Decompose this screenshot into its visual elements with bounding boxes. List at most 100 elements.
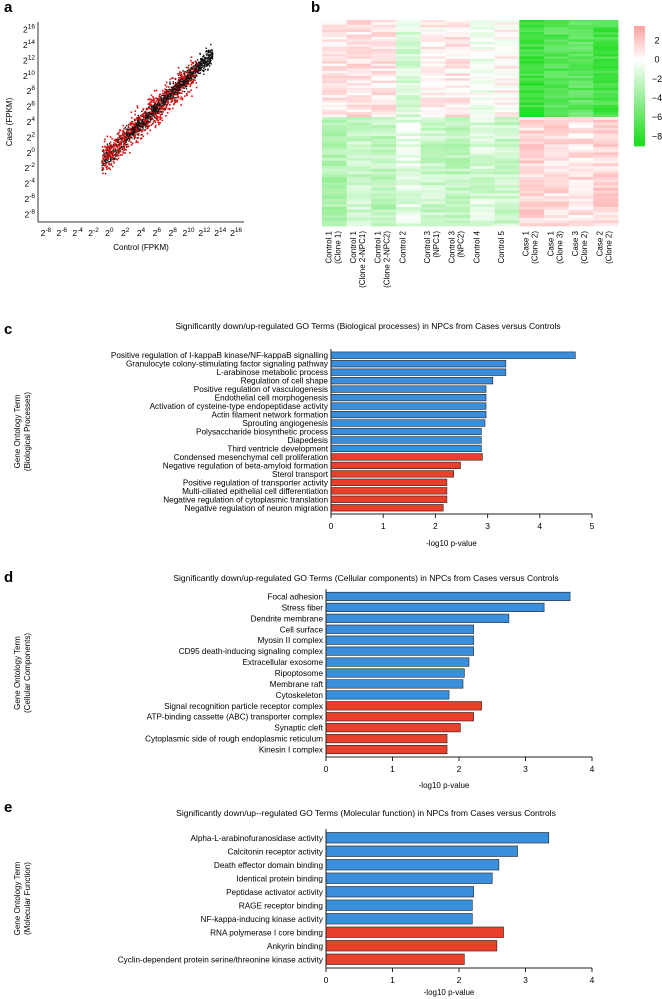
chart-title: Significantly down/up--regulated GO Term…	[176, 808, 556, 818]
heatmap-cell	[544, 53, 570, 57]
heatmap-cell	[396, 125, 422, 129]
scatter-point	[197, 64, 199, 66]
heatmap-cell	[322, 182, 348, 186]
scatter-point-de	[109, 141, 112, 144]
scatter-point	[134, 125, 136, 128]
scatter-point	[128, 137, 130, 140]
scatter-point	[207, 68, 209, 70]
scatter-point	[174, 88, 177, 90]
heatmap-cell	[371, 133, 397, 137]
heatmap-cell	[445, 125, 471, 129]
heatmap-cell	[544, 152, 570, 156]
scatter-point-de	[118, 148, 121, 151]
heatmap-cell	[568, 206, 594, 211]
heatmap-cell	[568, 187, 594, 191]
scatter-point	[199, 66, 202, 69]
y-tick-label: 26	[27, 101, 36, 112]
heatmap-cell	[494, 104, 520, 108]
scatter-point	[116, 139, 118, 141]
category-label: Membrane raft	[270, 680, 324, 689]
heatmap-cell	[371, 78, 397, 82]
scatter-point	[178, 87, 181, 89]
heatmap-cell	[346, 144, 372, 148]
heatmap-cell	[568, 75, 594, 79]
x-tick-label: 1	[390, 764, 395, 774]
scatter-point	[175, 86, 178, 88]
heatmap-cell	[568, 22, 594, 26]
scatter-point-de	[166, 99, 169, 102]
scatter-point	[169, 83, 171, 85]
scatter-point	[204, 63, 206, 66]
scatter-point	[204, 61, 206, 63]
scatter-point-de	[140, 129, 142, 131]
heatmap-cell	[346, 130, 372, 134]
heatmap-cell	[470, 130, 496, 134]
scatter-point-de	[177, 92, 179, 95]
scatter-point-de	[131, 121, 133, 123]
heatmap-cell	[445, 85, 471, 89]
heatmap-cell	[420, 97, 446, 101]
heatmap-cell	[396, 109, 422, 113]
heatmap-cell	[346, 163, 372, 167]
scatter-point	[112, 149, 115, 151]
scatter-point	[142, 125, 144, 128]
heatmap-cell	[420, 220, 446, 224]
heatmap-cell	[322, 179, 348, 183]
heatmap-cell	[420, 190, 446, 194]
heatmap-cell	[396, 209, 422, 213]
scatter-point	[164, 101, 167, 103]
heatmap-cell	[494, 92, 520, 96]
heatmap-cell	[322, 114, 348, 118]
scatter-point	[124, 139, 126, 142]
colorbar-segment	[634, 50, 645, 53]
scatter-point	[145, 125, 147, 127]
scatter-point	[121, 138, 124, 140]
scatter-point	[165, 97, 168, 100]
heatmap-cell	[445, 133, 471, 137]
scatter-point-de	[150, 117, 153, 120]
category-label: Negative regulation of beta-amyloid form…	[163, 461, 329, 470]
colorbar-segment	[634, 104, 645, 107]
scatter-point	[170, 93, 173, 95]
heatmap-cell	[371, 152, 397, 156]
heatmap-cell	[470, 212, 496, 216]
heatmap-cell	[494, 29, 520, 33]
heatmap-cell	[568, 166, 594, 170]
heatmap-cell	[544, 166, 570, 170]
heatmap-cell	[396, 201, 422, 205]
x-tick-label: 2-8	[41, 227, 52, 238]
heatmap-cell	[322, 155, 348, 159]
heatmap-cell	[519, 144, 545, 148]
scatter-point	[163, 101, 165, 103]
heatmap-cell	[420, 160, 446, 164]
scatter-point	[194, 69, 197, 72]
scatter-point-de	[102, 168, 105, 171]
y-tick-label: 212	[23, 54, 35, 65]
scatter-point-de	[109, 136, 112, 138]
scatter-point-de	[171, 77, 173, 79]
scatter-point-de	[166, 100, 169, 103]
heatmap-cell	[420, 152, 446, 156]
heatmap-cell	[322, 206, 348, 211]
colorbar-segment	[634, 44, 645, 47]
heatmap-cell	[519, 119, 545, 123]
scatter-point	[135, 130, 137, 133]
heatmap-cell	[568, 114, 594, 118]
heatmap-cell	[519, 51, 545, 55]
scatter-point	[208, 54, 211, 56]
heatmap-cell	[494, 63, 520, 67]
scatter-point-de	[125, 149, 127, 151]
scatter-point	[163, 103, 165, 106]
heatmap-cell	[568, 122, 594, 126]
heatmap-cell	[568, 176, 594, 181]
heatmap-cell	[371, 204, 397, 208]
scatter-point	[154, 108, 157, 111]
heatmap-cell	[322, 122, 348, 126]
scatter-point	[102, 149, 105, 151]
scatter-point	[152, 105, 154, 107]
heatmap-cell	[544, 144, 570, 148]
heatmap-cell	[519, 166, 545, 170]
heatmap-cell	[519, 206, 545, 211]
scatter-point-de	[115, 146, 117, 148]
scatter-point	[143, 122, 145, 124]
